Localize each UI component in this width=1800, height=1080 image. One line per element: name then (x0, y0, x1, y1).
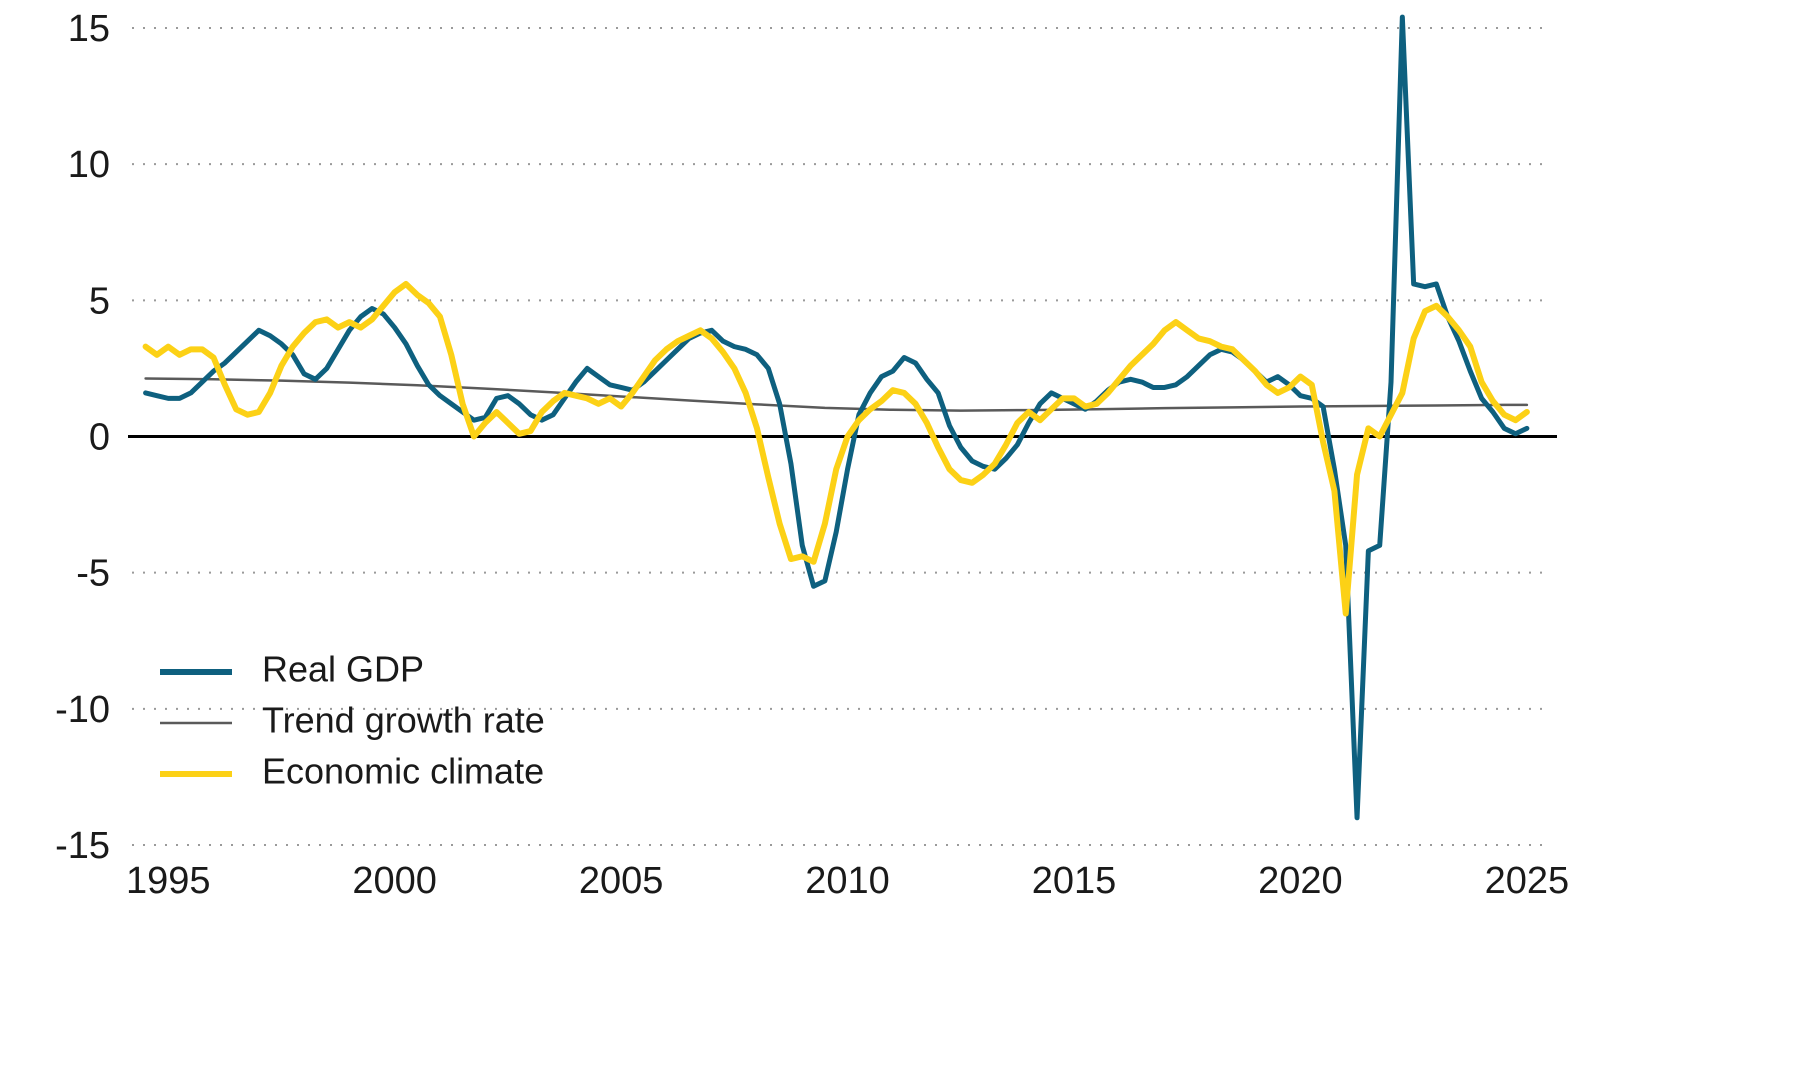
y-tick-label: -15 (55, 825, 110, 867)
legend-item-real-gdp[interactable]: Real GDP (160, 649, 424, 690)
x-tick-label: 2010 (805, 860, 890, 902)
x-tick-label: 2005 (579, 860, 664, 902)
x-tick-label: 2000 (352, 860, 437, 902)
x-axis-tick-labels: 1995 2000 2005 2010 2015 2020 2025 (126, 860, 1569, 902)
y-tick-label: 10 (68, 144, 110, 186)
y-axis-tick-labels: 15 10 5 0 -5 -10 -15 (55, 8, 110, 867)
y-tick-label: 0 (89, 417, 110, 459)
y-tick-label: -10 (55, 689, 110, 731)
legend-label: Real GDP (262, 649, 424, 690)
chart-legend: Real GDP Trend growth rate Economic climat… (160, 649, 545, 792)
legend-label: Economic climate (262, 751, 544, 792)
y-tick-label: 15 (68, 8, 110, 50)
x-tick-label: 2020 (1258, 860, 1343, 902)
x-tick-label: 1995 (126, 860, 211, 902)
x-tick-label: 2025 (1485, 860, 1570, 902)
series-line-trend-growth-rate (144, 377, 1529, 412)
y-tick-label: 5 (89, 280, 110, 322)
gridlines (132, 27, 1545, 846)
x-tick-label: 2015 (1032, 860, 1117, 902)
y-tick-label: -5 (76, 553, 110, 595)
series-line-economic-climate (142, 280, 1530, 617)
legend-item-economic-climate[interactable]: Economic climate (160, 751, 544, 792)
legend-item-trend-growth-rate[interactable]: Trend growth rate (160, 700, 545, 741)
legend-label: Trend growth rate (262, 700, 545, 741)
series-lines (142, 14, 1530, 821)
